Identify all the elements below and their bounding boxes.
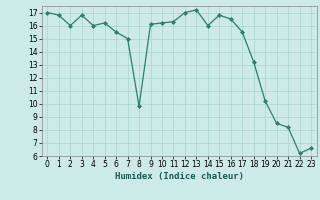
X-axis label: Humidex (Indice chaleur): Humidex (Indice chaleur) [115, 172, 244, 181]
